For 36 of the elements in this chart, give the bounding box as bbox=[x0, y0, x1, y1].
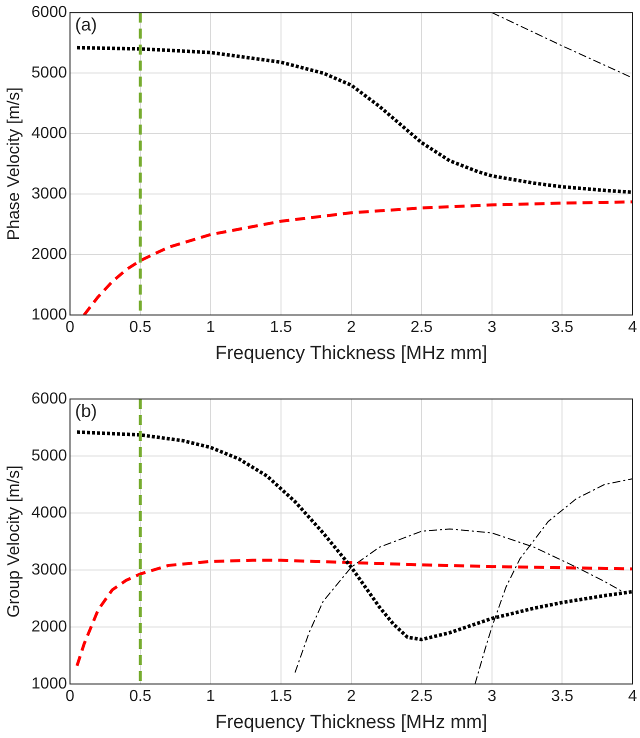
x-tick-label: 3 bbox=[487, 319, 496, 336]
x-tick-label: 3.5 bbox=[551, 319, 574, 336]
y-tick-label: 2000 bbox=[31, 246, 68, 263]
y-tick-label: 5000 bbox=[31, 447, 68, 464]
y-tick-label: 5000 bbox=[31, 64, 68, 82]
y-tick-label: 6000 bbox=[31, 390, 68, 408]
x-tick-label: 0 bbox=[66, 319, 75, 336]
annotation: (b) bbox=[74, 400, 97, 421]
x-tick-label: 2.5 bbox=[410, 319, 433, 336]
y-tick-label: 4000 bbox=[31, 124, 68, 142]
x-tick-label: 4 bbox=[628, 319, 638, 336]
annotation: (a) bbox=[74, 14, 97, 35]
y-tick-label: 2000 bbox=[31, 618, 68, 636]
x-tick-label: 2 bbox=[346, 688, 356, 706]
y-tick-label: 1000 bbox=[31, 306, 68, 324]
x-tick-label: 2 bbox=[346, 319, 356, 336]
x-tick-label: 1 bbox=[206, 688, 216, 706]
x-tick-label: 1.5 bbox=[270, 688, 292, 706]
x-tick-label: 1 bbox=[206, 319, 216, 336]
x-tick-label: 0.5 bbox=[129, 319, 152, 336]
x-tick-label: 3.5 bbox=[551, 688, 574, 706]
y-tick-label: 3000 bbox=[31, 185, 68, 202]
y-axis-title: Group Velocity [m/s] bbox=[4, 465, 23, 618]
x-tick-label: 2.5 bbox=[410, 688, 433, 706]
y-tick-label: 4000 bbox=[31, 504, 68, 522]
x-tick-label: 4 bbox=[628, 688, 638, 706]
x-axis-title: Frequency Thickness [MHz mm] bbox=[215, 712, 488, 733]
y-axis-title: Phase Velocity [m/s] bbox=[4, 87, 23, 240]
x-tick-label: 0.5 bbox=[129, 688, 152, 706]
x-tick-label: 1.5 bbox=[270, 319, 292, 336]
y-tick-label: 1000 bbox=[31, 675, 68, 692]
x-tick-label: 3 bbox=[487, 688, 496, 706]
y-tick-label: 6000 bbox=[31, 4, 68, 22]
y-tick-label: 3000 bbox=[31, 561, 68, 578]
x-axis-title: Frequency Thickness [MHz mm] bbox=[215, 342, 488, 364]
x-tick-label: 0 bbox=[66, 688, 75, 706]
